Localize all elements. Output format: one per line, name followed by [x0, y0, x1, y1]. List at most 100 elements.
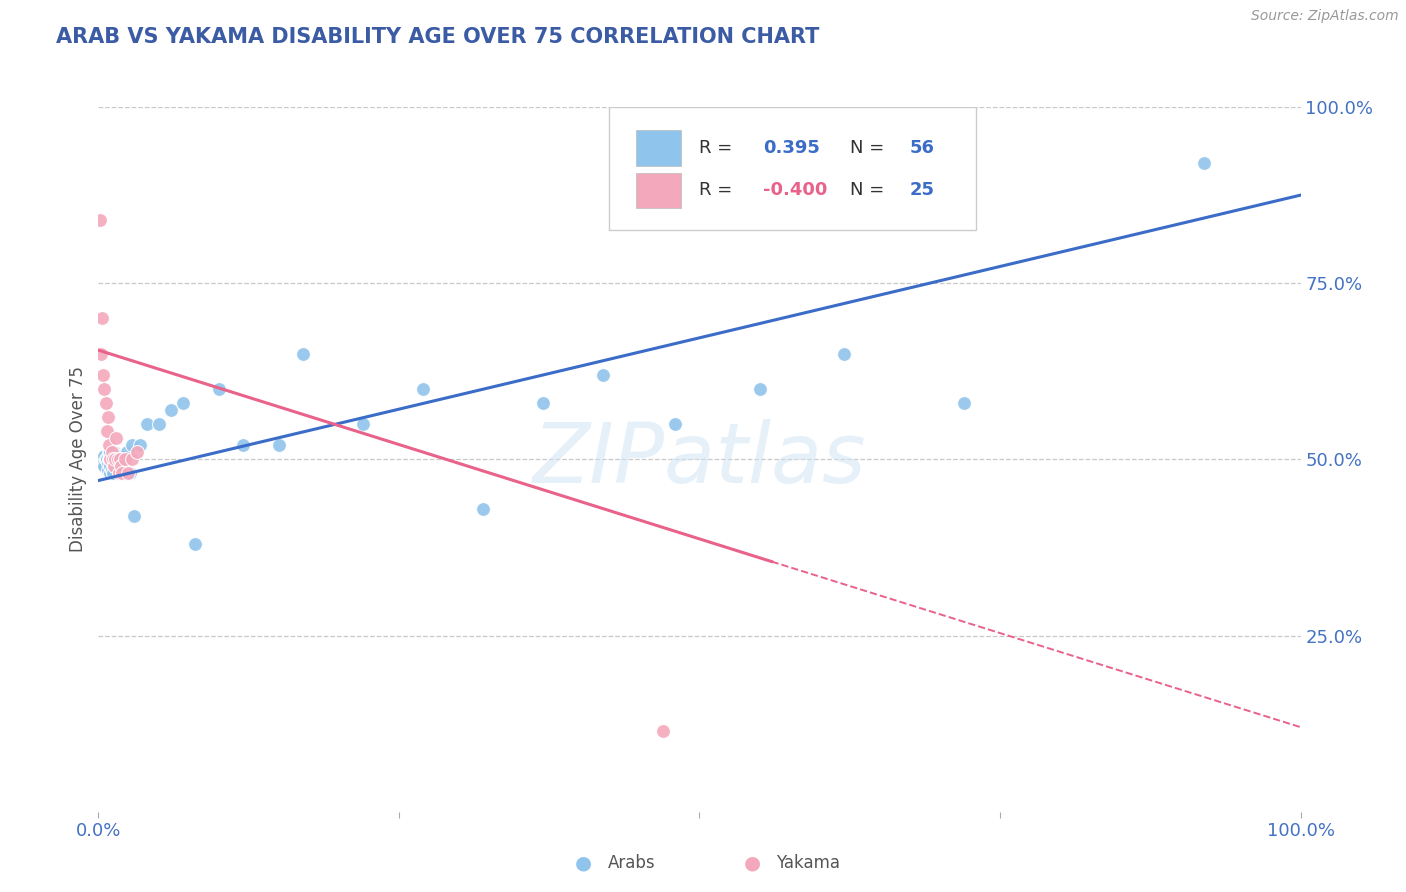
Point	[183, 537, 205, 551]
Point	[100, 459, 122, 474]
Point	[100, 467, 122, 481]
Point	[748, 382, 770, 396]
Point	[100, 452, 122, 467]
Point	[91, 456, 114, 470]
Text: Arabs: Arabs	[607, 855, 655, 872]
Point	[104, 459, 127, 474]
Point	[98, 445, 121, 459]
Point	[110, 459, 132, 474]
Point	[159, 403, 181, 417]
FancyBboxPatch shape	[636, 172, 682, 208]
Point	[135, 417, 157, 431]
Text: ●: ●	[575, 854, 592, 873]
Point	[100, 452, 122, 467]
Text: ZIPatlas: ZIPatlas	[533, 419, 866, 500]
Text: 56: 56	[910, 139, 935, 157]
Text: Source: ZipAtlas.com: Source: ZipAtlas.com	[1251, 9, 1399, 23]
Point	[103, 452, 125, 467]
FancyBboxPatch shape	[636, 130, 682, 166]
Text: ARAB VS YAKAMA DISABILITY AGE OVER 75 CORRELATION CHART: ARAB VS YAKAMA DISABILITY AGE OVER 75 CO…	[56, 27, 820, 46]
Y-axis label: Disability Age Over 75: Disability Age Over 75	[69, 367, 87, 552]
Point	[100, 445, 122, 459]
Point	[108, 459, 131, 474]
Point	[352, 417, 374, 431]
Point	[664, 417, 686, 431]
Point	[108, 452, 131, 467]
Point	[103, 459, 125, 474]
Point	[172, 396, 194, 410]
Point	[291, 346, 314, 360]
Point	[953, 396, 976, 410]
Point	[111, 452, 134, 467]
Point	[121, 452, 143, 467]
Point	[97, 456, 120, 470]
Point	[107, 449, 129, 463]
Point	[100, 463, 122, 477]
Text: -0.400: -0.400	[763, 181, 828, 199]
Point	[97, 410, 120, 425]
Point	[91, 452, 114, 467]
Point	[90, 346, 112, 360]
Point	[104, 449, 127, 463]
Point	[96, 424, 118, 438]
Point	[93, 449, 115, 463]
FancyBboxPatch shape	[609, 107, 976, 230]
Point	[98, 452, 121, 467]
Point	[104, 452, 127, 467]
Point	[94, 452, 117, 467]
Point	[101, 452, 124, 467]
Point	[89, 212, 111, 227]
Text: N =: N =	[849, 181, 890, 199]
Text: R =: R =	[700, 181, 738, 199]
Point	[94, 396, 117, 410]
Point	[832, 346, 855, 360]
Point	[91, 368, 114, 382]
Point	[125, 445, 148, 459]
Point	[108, 467, 131, 481]
Point	[107, 452, 129, 467]
Point	[107, 459, 129, 474]
Point	[103, 445, 125, 459]
Point	[101, 452, 124, 467]
Point	[232, 438, 254, 452]
Point	[267, 438, 290, 452]
Point	[118, 467, 141, 481]
Point	[592, 368, 614, 382]
Point	[208, 382, 231, 396]
Point	[117, 445, 139, 459]
Point	[89, 452, 111, 467]
Point	[105, 431, 128, 445]
Point	[124, 508, 146, 523]
Point	[148, 417, 170, 431]
Point	[101, 467, 124, 481]
Point	[121, 438, 143, 452]
Point	[91, 311, 114, 326]
Point	[111, 467, 134, 481]
Point	[105, 452, 128, 467]
Point	[108, 452, 131, 467]
Point	[93, 459, 115, 474]
Point	[1194, 156, 1216, 170]
Point	[110, 452, 132, 467]
Point	[96, 452, 118, 467]
Point	[100, 452, 122, 467]
Point	[129, 438, 152, 452]
Text: N =: N =	[849, 139, 890, 157]
Text: 0.395: 0.395	[763, 139, 820, 157]
Point	[472, 501, 495, 516]
Point	[117, 467, 139, 481]
Point	[97, 463, 120, 477]
Point	[98, 438, 121, 452]
Point	[114, 459, 136, 474]
Point	[412, 382, 434, 396]
Point	[531, 396, 554, 410]
Text: ●: ●	[744, 854, 761, 873]
Text: Yakama: Yakama	[776, 855, 841, 872]
Point	[93, 382, 115, 396]
Point	[114, 452, 136, 467]
Text: R =: R =	[700, 139, 738, 157]
Text: 25: 25	[910, 181, 935, 199]
Point	[652, 723, 675, 738]
Point	[105, 459, 128, 474]
Point	[100, 445, 122, 459]
